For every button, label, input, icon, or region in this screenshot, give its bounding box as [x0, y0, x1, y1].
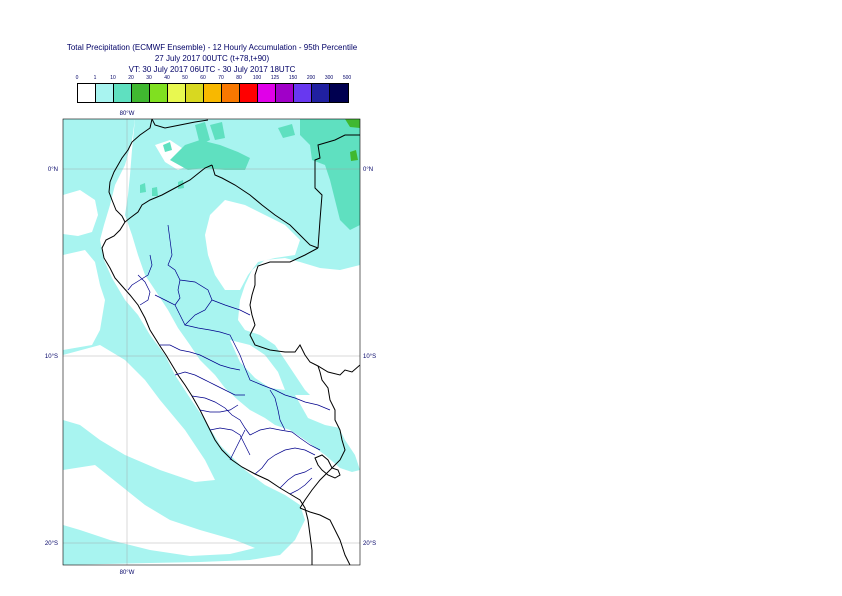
- border-ecuador-peru: [124, 164, 213, 223]
- colorbar: [77, 83, 349, 103]
- precip-mid-north: [170, 140, 250, 170]
- colorbar-break-label: 40: [164, 75, 170, 81]
- precip-mid-patch: [195, 122, 210, 145]
- colorbar-box: [330, 84, 348, 102]
- precip-amazon: [125, 119, 360, 472]
- colorbar-break-label: 20: [128, 75, 134, 81]
- colorbar-break-label: 500: [342, 75, 352, 81]
- colorbar-box: [258, 84, 276, 102]
- colorbar-break-label: 100: [252, 75, 262, 81]
- colorbar-box: [150, 84, 168, 102]
- region-border: [254, 447, 316, 475]
- colorbar-break-label: 30: [146, 75, 152, 81]
- lat-label-0-left: 0°N: [48, 167, 58, 173]
- lon-label-top: 80°W: [120, 111, 135, 117]
- colorbar-break-label: 0: [75, 75, 79, 81]
- region-border: [249, 427, 321, 451]
- precip-interior-gap: [205, 200, 300, 290]
- region-border: [209, 427, 251, 456]
- precip-interior-gap: [295, 395, 340, 428]
- colorbar-box: [276, 84, 294, 102]
- map-base-time: 27 July 2017 00UTC (t+78,t+90): [154, 54, 270, 63]
- region-border: [199, 404, 239, 413]
- precip-ocean-gap: [63, 465, 255, 556]
- region-border: [127, 254, 153, 291]
- precip-ocean-gap: [63, 190, 98, 236]
- colorbar-box: [294, 84, 312, 102]
- precip-ocean-gap: [63, 250, 105, 350]
- region-border: [229, 429, 246, 461]
- map-frame: [62, 118, 361, 566]
- border-colombia-brazil: [314, 134, 360, 249]
- colorbar-break-label: 10: [110, 75, 116, 81]
- colorbar-box: [114, 84, 132, 102]
- precip-ocean-gap: [63, 368, 75, 385]
- precip-mid-patch: [163, 142, 172, 152]
- colorbar-break-label: 150: [288, 75, 298, 81]
- border-peru-brazil: [249, 247, 360, 376]
- region-border: [279, 467, 313, 489]
- region-border: [137, 274, 151, 306]
- colorbar-break-label: 50: [182, 75, 188, 81]
- region-border: [174, 279, 181, 306]
- map-title: Total Precipitation (ECMWF Ensemble) - 1…: [66, 43, 358, 52]
- colorbar-box: [222, 84, 240, 102]
- country-borders: [101, 119, 360, 565]
- colorbar-break-label: 80: [236, 75, 242, 81]
- colorbar-break-label: 300: [324, 75, 334, 81]
- precipitation-layer: [63, 119, 360, 565]
- colorbar-break-label: 70: [218, 75, 224, 81]
- lat-label-10-right: 10°S: [363, 354, 376, 360]
- region-border: [211, 299, 251, 316]
- region-border: [184, 324, 331, 411]
- region-border: [174, 371, 245, 396]
- map-valid-time: VT: 30 July 2017 06UTC - 30 July 2017 18…: [128, 65, 296, 74]
- precip-interior-gap: [230, 340, 285, 390]
- grid: [63, 119, 360, 565]
- lat-label-0-right: 0°N: [363, 167, 373, 173]
- border-chile-bolivia: [299, 507, 351, 565]
- precip-high-ne: [345, 119, 360, 128]
- colorbar-break-label: 60: [200, 75, 206, 81]
- colorbar-break-label: 1: [93, 75, 97, 81]
- region-border: [191, 395, 251, 436]
- precip-high-ne: [350, 150, 358, 161]
- colorbar-box: [204, 84, 222, 102]
- colorbar-box: [78, 84, 96, 102]
- lake-titicaca: [314, 454, 341, 479]
- precip-mid-ne: [300, 119, 360, 230]
- lon-label-bottom: 80°W: [120, 570, 135, 576]
- colorbar-box: [240, 84, 258, 102]
- lat-label-10-left: 10°S: [45, 354, 58, 360]
- precip-mid-patch: [210, 122, 225, 140]
- precip-mid-patch: [278, 124, 295, 138]
- border-peru-bolivia: [299, 365, 346, 509]
- region-border: [289, 477, 313, 495]
- border-peru-colombia: [211, 164, 319, 249]
- colorbar-break-label: 125: [270, 75, 280, 81]
- colorbar-box: [312, 84, 330, 102]
- lat-label-20-right: 20°S: [363, 541, 376, 547]
- region-border: [269, 389, 286, 431]
- region-borders: [127, 224, 331, 495]
- colorbar-box: [96, 84, 114, 102]
- border-ecuador-colombia: [151, 119, 209, 129]
- precip-interior-gap: [255, 270, 360, 365]
- region-border: [160, 344, 241, 371]
- colorbar-box: [168, 84, 186, 102]
- colorbar-box: [186, 84, 204, 102]
- colorbar-break-label: 200: [306, 75, 316, 81]
- precip-mid-patch: [140, 183, 146, 193]
- coastline: [101, 119, 313, 565]
- colorbar-box: [132, 84, 150, 102]
- precip-ocean-gap: [63, 345, 215, 482]
- precip-mid-patch: [152, 187, 158, 196]
- lat-label-20-left: 20°S: [45, 541, 58, 547]
